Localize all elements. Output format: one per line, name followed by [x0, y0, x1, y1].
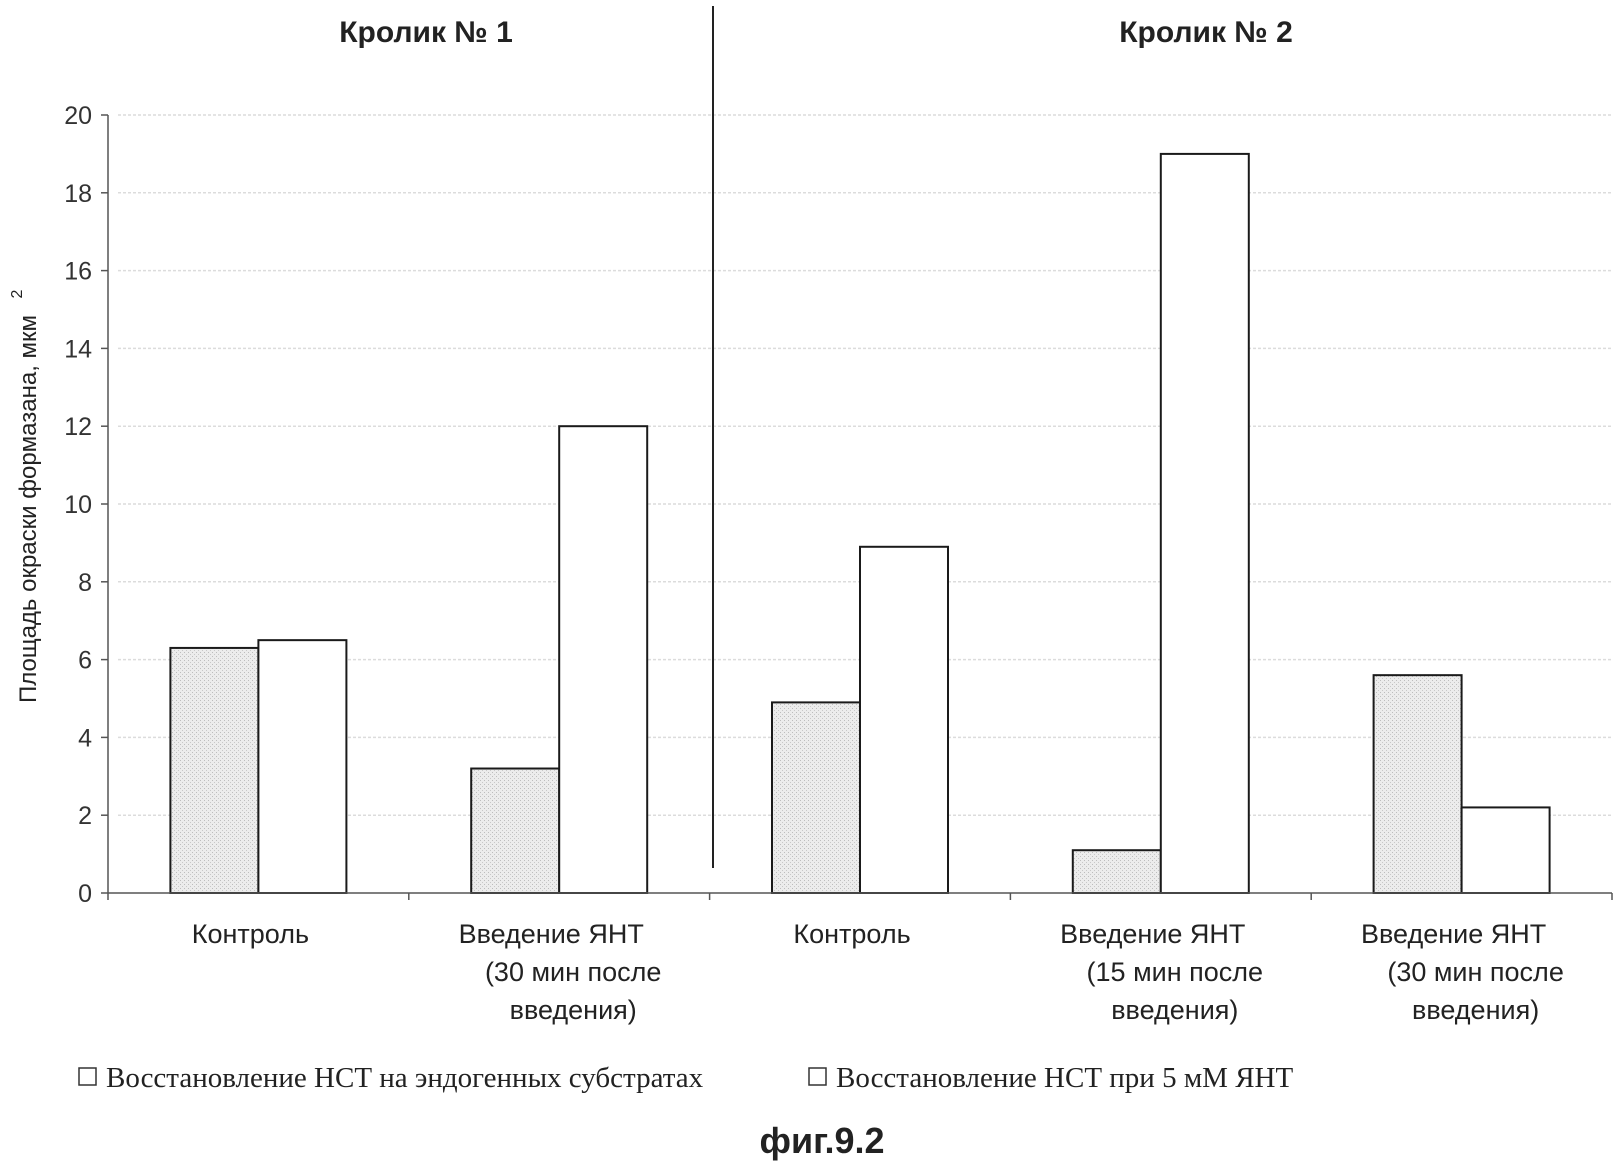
x-category-label: (30 мин после [1387, 957, 1564, 987]
x-category-label: введения) [1111, 995, 1238, 1025]
x-category-label: (30 мин после [485, 957, 662, 987]
bar-series2-cat3 [860, 547, 948, 893]
y-tick-label: 8 [78, 569, 92, 597]
y-tick-label: 2 [78, 802, 92, 830]
y-tick-label: 12 [64, 413, 92, 441]
y-tick-label: 16 [64, 258, 92, 286]
y-tick-label: 20 [64, 102, 92, 130]
y-axis-label: Площадь окраски формазана, мкм [15, 315, 42, 703]
panel-title: Кролик № 2 [1119, 16, 1293, 49]
legend-item: Восстановление НСТ на эндогенных субстра… [106, 1062, 704, 1094]
labels: 0 2 4 6 8 10 12 14 16 18 20 Контроль Введение ЯНТ (30… [9, 16, 1564, 1161]
x-category-label: Введение ЯНТ [1060, 919, 1245, 949]
bar-series2-cat5 [1462, 807, 1550, 893]
y-tick-label: 18 [64, 180, 92, 208]
x-category-label: введения) [510, 995, 637, 1025]
y-axis-label-superscript: 2 [9, 289, 26, 298]
bar-series1-cat5 [1374, 675, 1462, 893]
y-tick-label: 6 [78, 647, 92, 675]
bar-series2-cat2 [559, 426, 647, 893]
y-tick-label: 14 [64, 335, 92, 363]
legend-item: Восстановление НСТ при 5 мМ ЯНТ [836, 1062, 1294, 1094]
panel-title: Кролик № 1 [339, 16, 513, 49]
bar-series1-cat3 [772, 702, 860, 893]
bar-series1-cat1 [170, 648, 258, 893]
bar-series1-cat2 [471, 769, 559, 893]
x-category-label: Контроль [793, 919, 910, 949]
bar-series2-cat4 [1161, 154, 1249, 893]
x-category-label: (15 мин после [1087, 957, 1264, 987]
x-category-label: Введение ЯНТ [1361, 919, 1546, 949]
x-category-label: Введение ЯНТ [459, 919, 644, 949]
x-category-label: введения) [1412, 995, 1539, 1025]
y-tick-label: 0 [78, 880, 92, 908]
legend-swatch [809, 1068, 826, 1085]
bar-series1-cat4 [1073, 850, 1161, 893]
y-tick-label: 10 [64, 491, 92, 519]
y-tick-label: 4 [78, 724, 92, 752]
bar-series2-cat1 [258, 640, 346, 893]
x-category-label: Контроль [192, 919, 309, 949]
bars [170, 154, 1549, 893]
figure-caption: фиг.9.2 [759, 1120, 884, 1161]
legend-swatch [79, 1068, 96, 1085]
